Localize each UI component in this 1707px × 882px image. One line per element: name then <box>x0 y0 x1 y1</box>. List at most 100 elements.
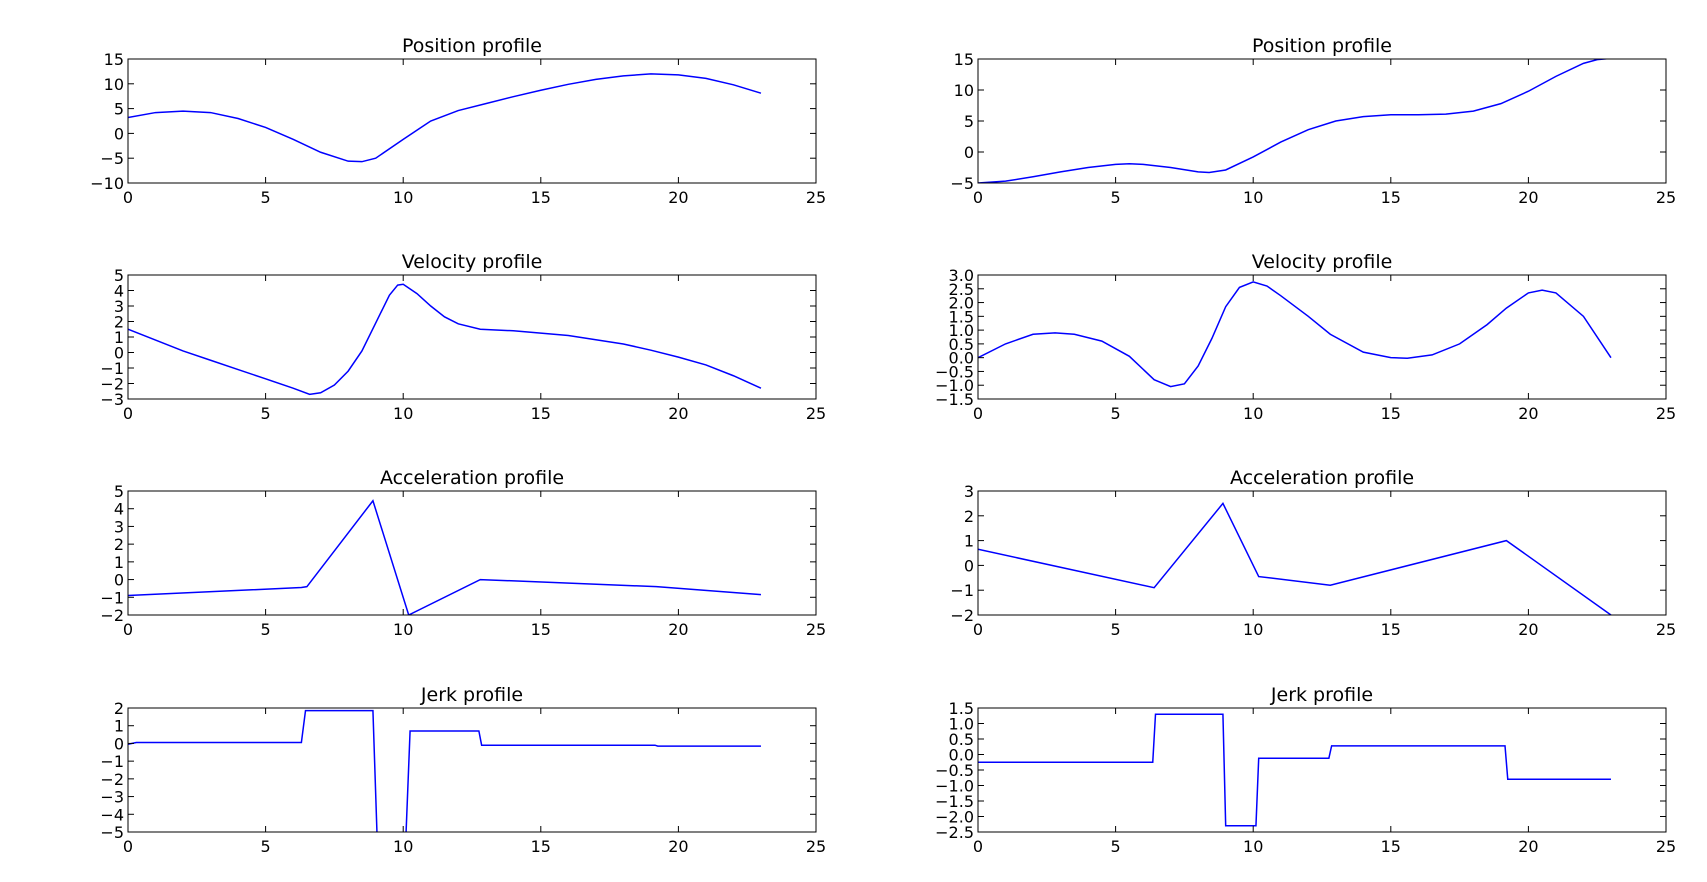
subplot-title: Acceleration profile <box>1230 467 1414 489</box>
y-tick-label: 5 <box>114 100 124 119</box>
x-tick-label: 5 <box>1111 837 1121 856</box>
y-tick-label: 0.0 <box>949 746 974 765</box>
y-tick-label: 0.5 <box>949 335 974 354</box>
y-tick-label: 0 <box>964 143 974 162</box>
y-tick-label: 5 <box>964 112 974 131</box>
y-tick-label: 4 <box>114 500 124 519</box>
subplot-1: Position profile 0 5 10 15 20 25 15 10 5 0 −5 −10 <box>90 35 826 207</box>
y-tick-label: 1.0 <box>949 321 974 340</box>
x-tick-label: 10 <box>1243 837 1263 856</box>
y-tick-label: 0.5 <box>949 730 974 749</box>
x-tick-label: 0 <box>123 620 133 639</box>
y-tick-label: 0 <box>114 124 124 143</box>
data-line <box>128 283 762 396</box>
x-tick-label: 15 <box>1381 188 1401 207</box>
x-tick-label: 5 <box>261 188 271 207</box>
y-tick-label: 2.0 <box>949 294 974 313</box>
x-tick-label: 25 <box>806 837 826 856</box>
x-tick-label: 15 <box>531 837 551 856</box>
x-tick-label: 5 <box>1111 188 1121 207</box>
data-line <box>978 59 1612 183</box>
y-tick-label: 5 <box>114 482 124 501</box>
x-tick-label: 5 <box>1111 620 1121 639</box>
y-tick-label: −1 <box>100 752 124 771</box>
y-tick-label: −4 <box>100 805 124 824</box>
x-tick-label: 0 <box>123 837 133 856</box>
x-tick-label: 20 <box>668 837 688 856</box>
x-tick-label: 0 <box>973 188 983 207</box>
y-tick-label: −1.0 <box>935 376 974 395</box>
y-tick-label: −2.0 <box>935 808 974 827</box>
y-tick-label: −3 <box>100 788 124 807</box>
y-tick-label: 2 <box>964 507 974 526</box>
y-tick-label: 1.0 <box>949 715 974 734</box>
y-tick-label: 3.0 <box>949 266 974 285</box>
x-tick-label: 15 <box>531 620 551 639</box>
subplot-title: Jerk profile <box>1270 684 1373 706</box>
x-tick-label: 25 <box>1656 620 1676 639</box>
y-tick-label: 10 <box>954 81 974 100</box>
x-tick-label: 15 <box>1381 404 1401 423</box>
y-tick-label: −2 <box>100 606 124 625</box>
x-tick-label: 10 <box>1243 620 1263 639</box>
x-tick-label: 10 <box>1243 404 1263 423</box>
y-tick-label: −0.5 <box>935 761 974 780</box>
subplot-title: Velocity profile <box>402 251 543 273</box>
axes-frame <box>977 274 1667 400</box>
y-tick-label: −5 <box>100 149 124 168</box>
x-tick-label: 15 <box>1381 620 1401 639</box>
x-tick-label: 25 <box>1656 837 1676 856</box>
axes-frame <box>977 707 1667 833</box>
y-tick-label: −5 <box>100 823 124 842</box>
x-tick-label: 25 <box>1656 404 1676 423</box>
subplot-4: Velocity profile 0 5 10 15 20 25 3.02.52.01.51.… <box>935 251 1676 423</box>
x-tick-label: 10 <box>393 188 413 207</box>
x-tick-label: 0 <box>973 404 983 423</box>
y-tick-label: 15 <box>954 50 974 69</box>
x-tick-label: 20 <box>1518 837 1538 856</box>
x-tick-label: 15 <box>531 188 551 207</box>
y-tick-label: 3 <box>114 297 124 316</box>
y-tick-label: 0 <box>964 556 974 575</box>
data-line <box>128 499 762 615</box>
y-tick-label: −1 <box>100 588 124 607</box>
x-tick-label: 20 <box>1518 188 1538 207</box>
y-tick-label: 0.0 <box>949 349 974 368</box>
y-tick-label: 1.5 <box>949 699 974 718</box>
axes-frame <box>977 58 1667 184</box>
x-tick-label: 20 <box>1518 620 1538 639</box>
x-tick-label: 0 <box>973 620 983 639</box>
x-tick-label: 15 <box>1381 837 1401 856</box>
axes-frame <box>127 490 817 616</box>
y-tick-label: −2 <box>950 606 974 625</box>
subplot-title: Jerk profile <box>420 684 523 706</box>
x-tick-label: 0 <box>123 188 133 207</box>
data-line <box>128 73 762 163</box>
data-line <box>978 502 1612 615</box>
x-tick-label: 25 <box>806 404 826 423</box>
y-tick-label: −5 <box>950 174 974 193</box>
y-tick-label: −1.5 <box>935 792 974 811</box>
y-tick-label: −1 <box>100 359 124 378</box>
x-tick-label: 10 <box>393 404 413 423</box>
y-tick-label: −0.5 <box>935 362 974 381</box>
x-tick-label: 10 <box>1243 188 1263 207</box>
y-tick-label: 1.5 <box>949 307 974 326</box>
x-tick-label: 5 <box>1111 404 1121 423</box>
y-tick-label: 0 <box>114 344 124 363</box>
y-tick-label: −3 <box>100 390 124 409</box>
x-tick-label: 10 <box>393 620 413 639</box>
y-tick-label: 1 <box>114 553 124 572</box>
x-tick-label: 5 <box>261 620 271 639</box>
y-tick-label: −1.5 <box>935 390 974 409</box>
x-tick-label: 20 <box>668 404 688 423</box>
x-tick-label: 20 <box>668 188 688 207</box>
axes-frame <box>127 707 817 833</box>
y-tick-label: 2 <box>114 699 124 718</box>
subplot-title: Position profile <box>1252 35 1392 57</box>
x-tick-label: 5 <box>261 837 271 856</box>
